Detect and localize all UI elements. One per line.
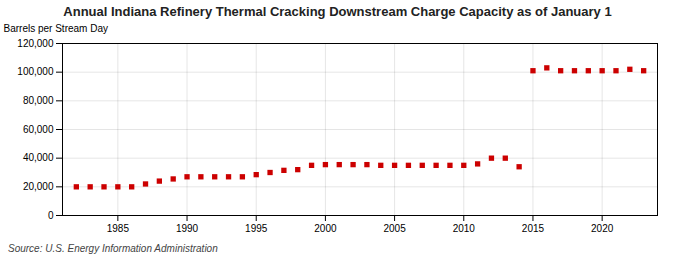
svg-text:1990: 1990: [176, 223, 199, 234]
svg-text:40,000: 40,000: [23, 152, 54, 163]
html-text:Source: U.S. Energy Informatio: Source: U.S. Energy Information Administ…: [8, 243, 218, 254]
svg-text:2015: 2015: [522, 223, 545, 234]
svg-text:2020: 2020: [591, 223, 614, 234]
svg-text:0: 0: [48, 210, 54, 221]
svg-text:1985: 1985: [107, 223, 130, 234]
svg-text:2010: 2010: [453, 223, 476, 234]
svg-text:120,000: 120,000: [17, 38, 54, 49]
svg-text:80,000: 80,000: [23, 95, 54, 106]
svg-text:60,000: 60,000: [23, 124, 54, 135]
svg-text:2000: 2000: [314, 223, 337, 234]
svg-text:20,000: 20,000: [23, 181, 54, 192]
svg-text:2005: 2005: [383, 223, 406, 234]
svg-text:Barrels per Stream Day: Barrels per Stream Day: [4, 23, 108, 34]
svg-text:100,000: 100,000: [17, 66, 54, 77]
svg-text:1995: 1995: [245, 223, 268, 234]
html-text:Annual Indiana Refinery Therma: Annual Indiana Refinery Thermal Cracking…: [63, 4, 612, 19]
